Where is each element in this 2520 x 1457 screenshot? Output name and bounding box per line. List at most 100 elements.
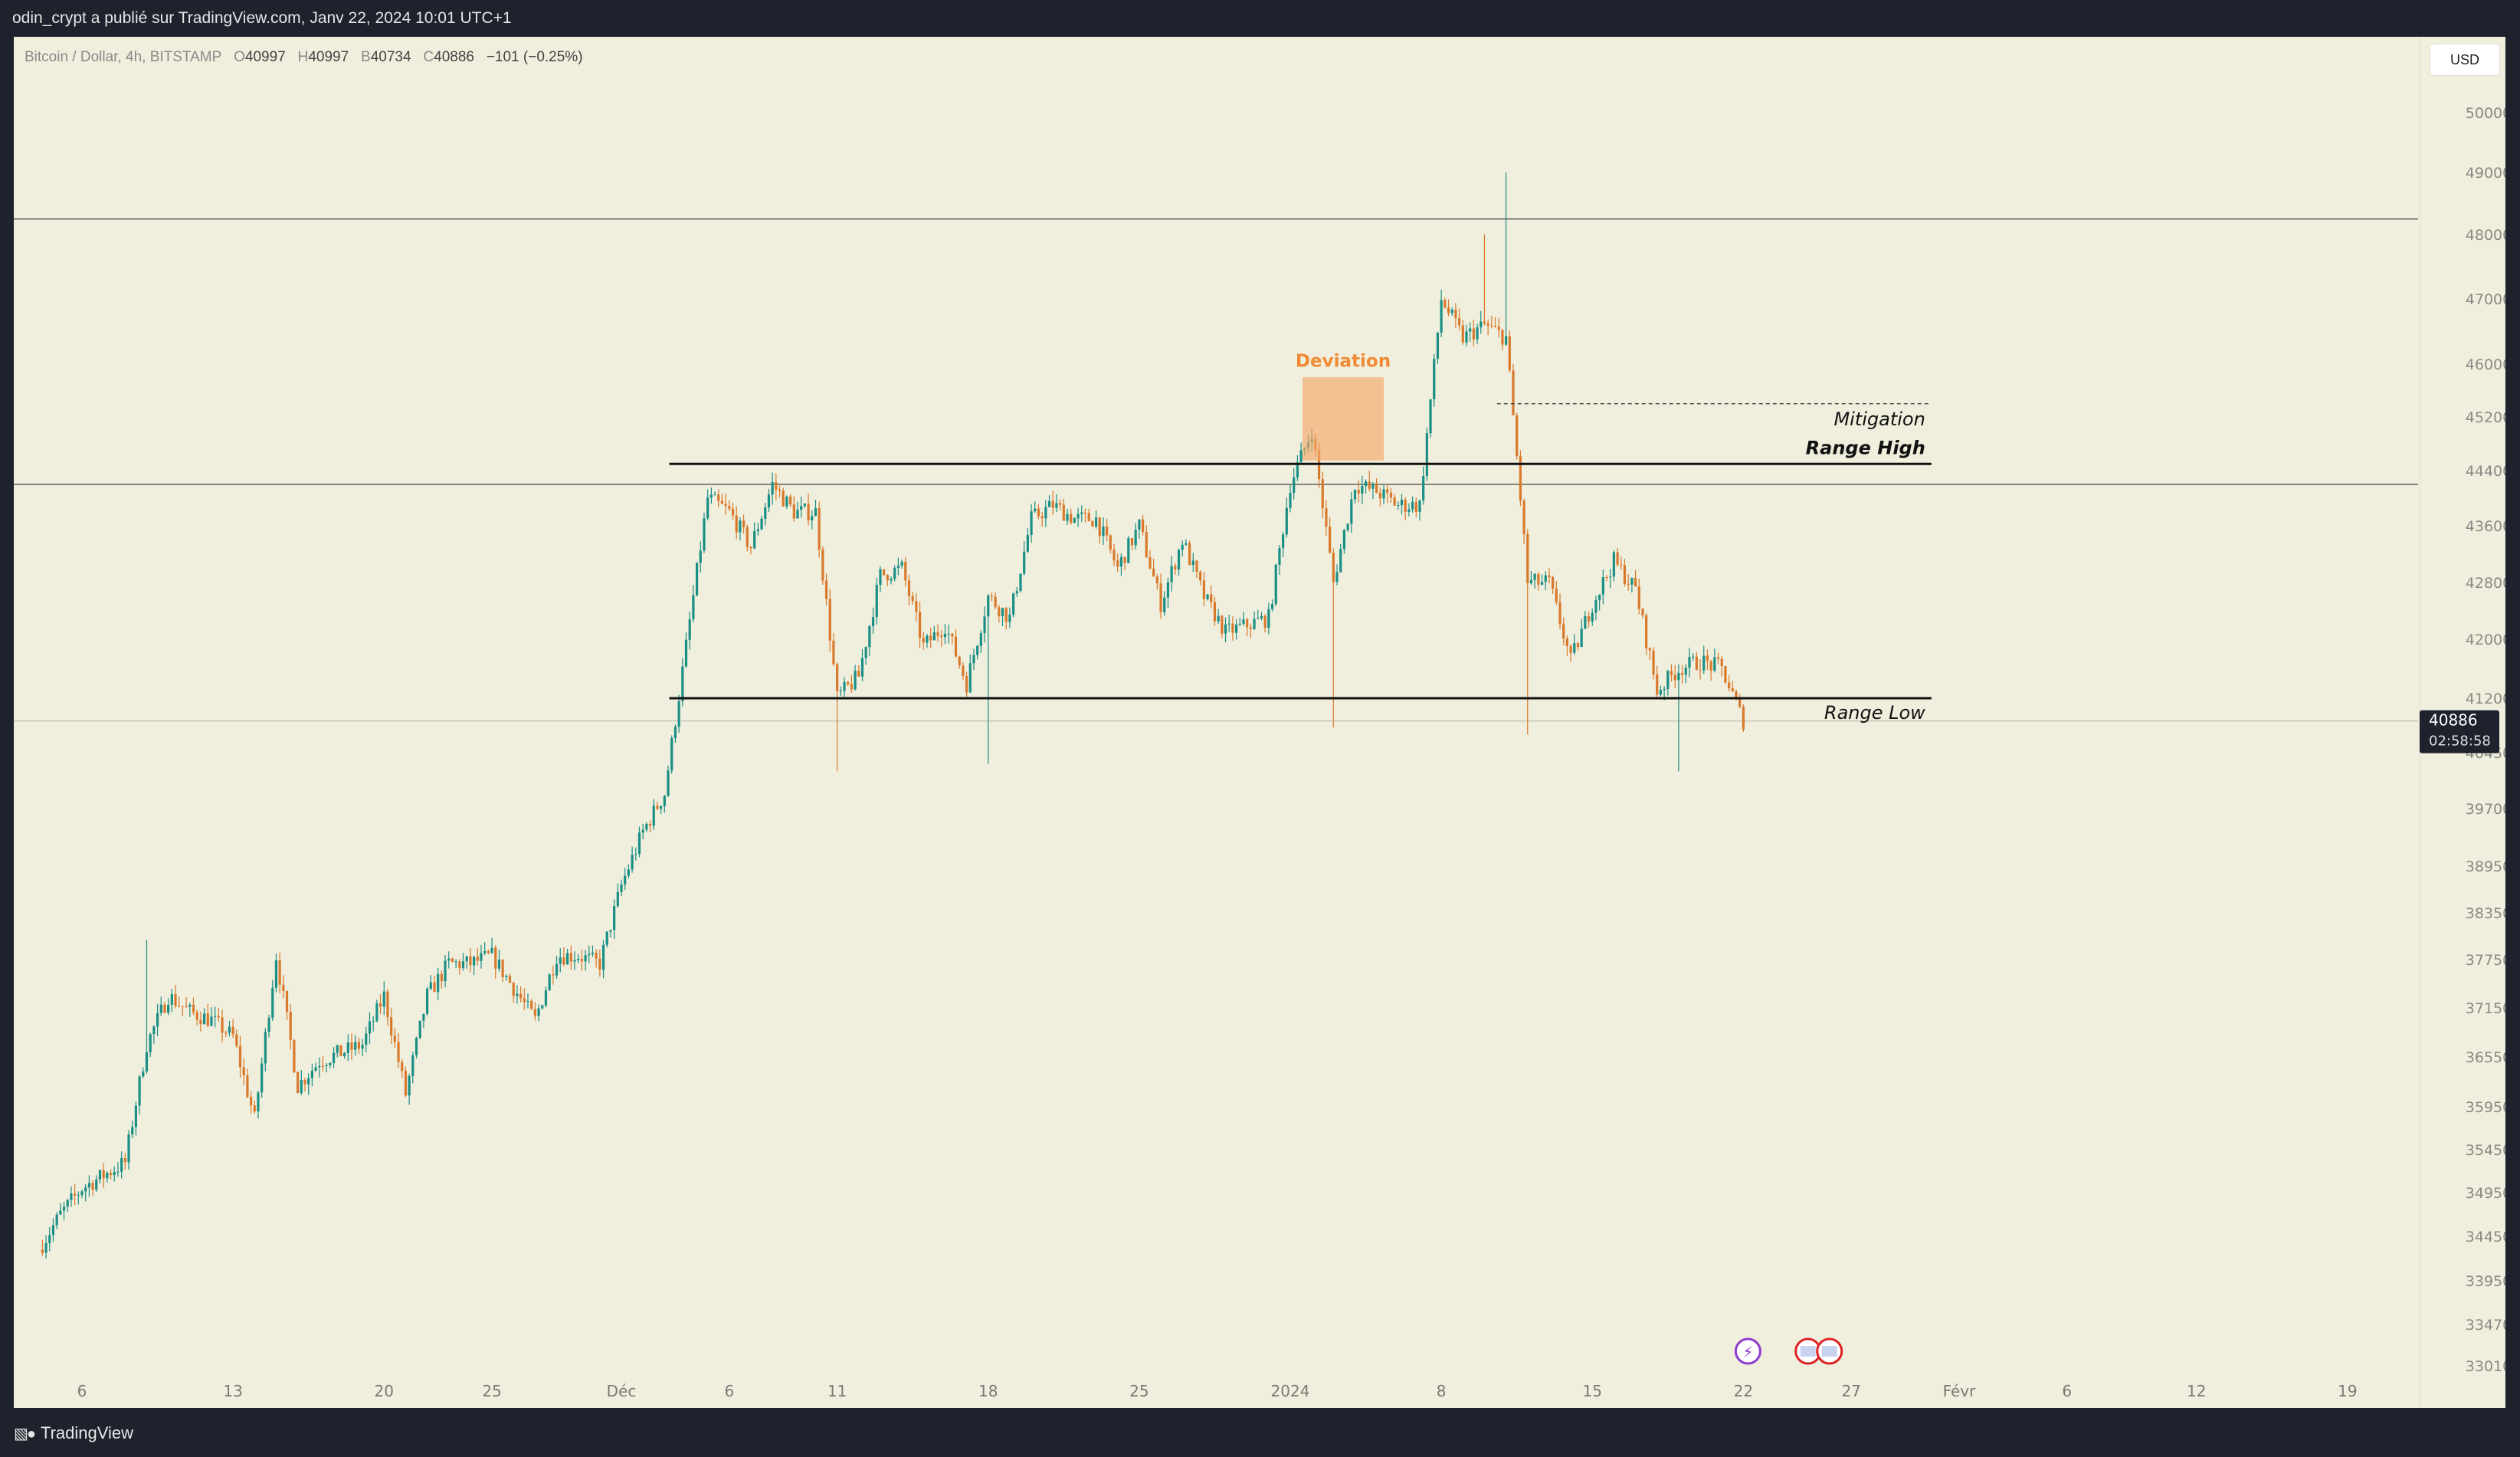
candle-body — [987, 596, 990, 617]
candle-body — [850, 684, 853, 690]
candle-body — [1371, 484, 1375, 489]
candle-body — [1641, 609, 1644, 615]
candle-body — [915, 601, 918, 612]
candle-body — [1598, 594, 1601, 601]
candle-body — [932, 632, 936, 641]
candle-body — [257, 1092, 260, 1112]
candle-body — [1648, 648, 1651, 651]
x-tick-label: 25 — [1129, 1382, 1149, 1400]
candle-body — [847, 681, 850, 684]
candle-body — [159, 1004, 162, 1013]
x-tick-label: 8 — [1437, 1382, 1447, 1400]
candle-body — [1480, 321, 1483, 328]
candle-body — [641, 829, 644, 833]
candle-body — [731, 508, 735, 516]
candle-body — [264, 1032, 267, 1064]
candle-body — [199, 1019, 202, 1025]
candle-body — [1529, 579, 1533, 584]
candle-body — [382, 991, 385, 1007]
candle-body — [84, 1187, 87, 1192]
candle-body — [134, 1105, 138, 1127]
candle-body — [1274, 564, 1277, 604]
candle-body — [415, 1038, 418, 1055]
symbol-legend: Bitcoin / Dollar, 4h, BITSTAMP O40997 H4… — [25, 49, 583, 66]
candle-body — [746, 527, 749, 547]
candle-body — [192, 1004, 195, 1012]
candle-body — [336, 1045, 339, 1053]
candle-body — [782, 491, 785, 507]
candle-body — [307, 1078, 310, 1085]
y-tick-label: 33010 — [2466, 1358, 2505, 1375]
candle-body — [684, 639, 688, 667]
candle-body — [1584, 615, 1587, 629]
candle-body — [1357, 490, 1360, 494]
candle-body — [1044, 507, 1047, 519]
candle-body — [357, 1042, 360, 1049]
lightning-glyph: ⚡ — [1742, 1343, 1753, 1361]
candle-body — [994, 596, 997, 608]
candle-body — [559, 957, 562, 964]
candle-body — [580, 959, 583, 962]
range-low-label: Range Low — [1824, 702, 1925, 724]
chart-area[interactable]: 50000 49000 48000 47000 46000 45200 44400 43600… — [14, 37, 2505, 1408]
candle-body — [1702, 655, 1706, 671]
candle-body — [1519, 456, 1522, 501]
candle-body — [792, 504, 795, 519]
candle-body — [202, 1013, 206, 1025]
candle-body — [911, 596, 914, 602]
candle-body — [1684, 668, 1687, 675]
candle-body — [321, 1065, 325, 1067]
lightning-event-icon[interactable] — [1734, 1337, 1761, 1365]
candle-body — [1289, 492, 1292, 508]
candle-body — [613, 906, 616, 930]
legend-symbol: Bitcoin / Dollar, 4h, BITSTAMP — [25, 49, 222, 65]
candle-body — [1185, 543, 1188, 545]
candle-body — [523, 998, 526, 1003]
candle-body — [1591, 612, 1594, 622]
candle-body — [1267, 609, 1270, 628]
candle-body — [1728, 682, 1731, 689]
candle-body — [339, 1045, 342, 1057]
deviation-box[interactable] — [1303, 377, 1384, 461]
x-tick-label: Févr — [1943, 1382, 1977, 1400]
candle-body — [573, 960, 576, 962]
candle-body — [1141, 519, 1145, 533]
candle-body — [77, 1195, 80, 1196]
candle-body — [1224, 624, 1227, 634]
candle-body — [1034, 508, 1037, 512]
chart-svg[interactable]: 50000 49000 48000 47000 46000 45200 44400 43600… — [14, 37, 2505, 1408]
candle-body — [1469, 328, 1472, 332]
candle-body — [681, 666, 684, 701]
candle-body — [1404, 499, 1407, 512]
candle-body — [1181, 544, 1184, 550]
candle-body — [1242, 619, 1245, 624]
candle-body — [998, 607, 1001, 616]
candle-body — [70, 1193, 73, 1200]
candle-body — [62, 1206, 66, 1211]
candle-body — [519, 993, 523, 999]
candle-body — [185, 1006, 188, 1008]
candle-body — [1213, 602, 1217, 622]
candle-body — [904, 561, 907, 581]
candle-body — [706, 497, 709, 519]
legend-change: −101 (−0.25%) — [486, 49, 583, 65]
candle-body — [386, 991, 389, 1018]
candle-body — [1418, 500, 1421, 512]
candle-body — [1400, 499, 1404, 506]
candle-body — [1450, 310, 1453, 313]
candle-body — [775, 482, 778, 490]
candle-body — [1630, 577, 1634, 585]
candle-body — [365, 1033, 368, 1045]
candle-body — [508, 976, 512, 983]
tradingview-logo[interactable]: ▧● TradingView — [14, 1423, 133, 1443]
currency-button[interactable]: USD — [2430, 44, 2499, 75]
candle-body — [824, 580, 828, 599]
candle-body — [120, 1157, 123, 1172]
candle-body — [1616, 552, 1619, 565]
candle-body — [1472, 328, 1475, 340]
candle-body — [1680, 672, 1684, 675]
x-tick-label: Déc — [607, 1382, 637, 1400]
candle-body — [1397, 505, 1400, 507]
candle-body — [1645, 615, 1648, 648]
candle-body — [1138, 519, 1141, 530]
